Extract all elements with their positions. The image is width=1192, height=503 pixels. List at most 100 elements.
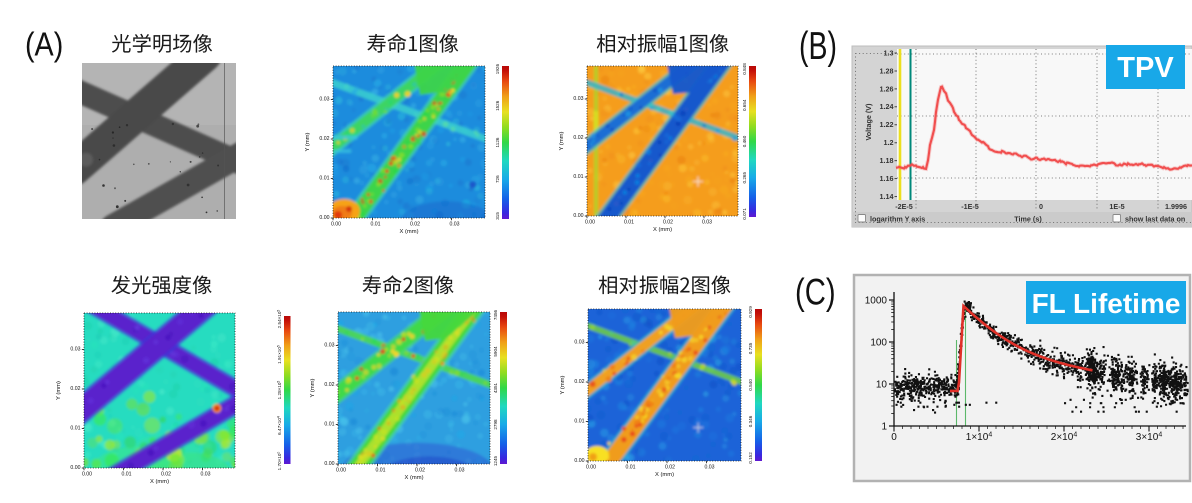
svg-text:(B): (B): [799, 25, 837, 68]
svg-text:0.00: 0.00: [585, 220, 595, 226]
svg-text:0.00: 0.00: [336, 468, 346, 474]
svg-text:100: 100: [870, 338, 887, 349]
svg-text:(A): (A): [25, 26, 63, 63]
svg-text:0.02: 0.02: [665, 465, 675, 471]
svg-text:5904: 5904: [493, 346, 498, 357]
svg-text:0.03: 0.03: [573, 96, 583, 102]
svg-text:1.26: 1.26: [880, 84, 894, 93]
svg-text:0.00: 0.00: [324, 461, 334, 467]
svg-text:1.18: 1.18: [880, 156, 894, 165]
svg-text:0.02: 0.02: [415, 468, 425, 474]
svg-text:0.02: 0.02: [410, 222, 420, 228]
svg-text:Y (mm): Y (mm): [305, 132, 311, 151]
svg-text:6.47×104: 6.47×104: [276, 416, 282, 435]
svg-text:0.01: 0.01: [319, 176, 329, 182]
svg-text:2798: 2798: [493, 419, 498, 430]
svg-text:show last data on: show last data on: [1125, 215, 1185, 224]
svg-text:0.01: 0.01: [70, 426, 80, 432]
svg-text:315: 315: [495, 212, 500, 220]
svg-text:0: 0: [891, 432, 897, 443]
svg-text:1526: 1526: [495, 100, 500, 111]
svg-text:0.265: 0.265: [742, 172, 747, 184]
svg-text:0.03: 0.03: [70, 347, 80, 353]
svg-text:1.28: 1.28: [880, 66, 894, 75]
svg-text:0.03: 0.03: [449, 222, 459, 228]
svg-text:1.70×100: 1.70×100: [276, 452, 282, 471]
svg-text:0.03: 0.03: [324, 343, 334, 349]
svg-text:1926: 1926: [495, 64, 500, 75]
svg-text:1000: 1000: [865, 296, 888, 307]
svg-text:1.16: 1.16: [880, 174, 894, 183]
svg-text:0.03: 0.03: [200, 472, 210, 478]
svg-text:X (mm): X (mm): [150, 479, 169, 485]
svg-text:726: 726: [495, 175, 500, 183]
svg-text:1.2: 1.2: [884, 138, 894, 147]
svg-text:0.03: 0.03: [454, 468, 464, 474]
svg-text:0.03: 0.03: [702, 220, 712, 226]
svg-text:0.01: 0.01: [121, 472, 131, 478]
svg-text:0.02: 0.02: [573, 135, 583, 141]
svg-text:0.02: 0.02: [324, 382, 334, 388]
svg-text:1.24: 1.24: [880, 102, 894, 111]
svg-text:Y (mm): Y (mm): [310, 378, 316, 397]
svg-text:Y (mm): Y (mm): [56, 381, 62, 400]
svg-text:0.00: 0.00: [70, 465, 80, 471]
svg-text:0.03: 0.03: [319, 97, 329, 103]
svg-text:10: 10: [876, 380, 888, 391]
svg-text:2.54×105: 2.54×105: [276, 310, 282, 329]
svg-text:0.03: 0.03: [704, 465, 714, 471]
svg-text:1.3: 1.3: [884, 48, 894, 57]
svg-text:1126: 1126: [495, 137, 500, 147]
svg-text:1: 1: [881, 422, 887, 433]
svg-text:0.152: 0.152: [748, 452, 753, 464]
svg-text:0: 0: [1039, 202, 1043, 211]
svg-text:0.03: 0.03: [574, 340, 584, 346]
svg-text:0.00: 0.00: [319, 215, 329, 221]
svg-text:X (mm): X (mm): [405, 475, 424, 481]
svg-text:0.460: 0.460: [742, 135, 747, 147]
svg-text:0.00: 0.00: [331, 222, 341, 228]
svg-text:0.00: 0.00: [82, 472, 92, 478]
svg-text:X (mm): X (mm): [653, 227, 672, 233]
svg-text:1.14: 1.14: [880, 192, 894, 201]
svg-text:7456: 7456: [493, 309, 498, 320]
svg-text:0.02: 0.02: [574, 379, 584, 385]
svg-text:Time (s): Time (s): [1014, 215, 1042, 224]
svg-text:Y (mm): Y (mm): [560, 375, 566, 394]
svg-text:1×104: 1×104: [966, 432, 993, 444]
svg-text:0.00: 0.00: [586, 465, 596, 471]
svg-text:0.735: 0.735: [748, 342, 753, 354]
svg-text:3×104: 3×104: [1136, 432, 1163, 444]
svg-text:0.01: 0.01: [370, 222, 380, 228]
svg-text:1245: 1245: [493, 455, 498, 466]
svg-text:0.071: 0.071: [742, 208, 747, 220]
svg-text:logarithm Y axis: logarithm Y axis: [870, 215, 925, 224]
svg-text:0.848: 0.848: [742, 63, 747, 75]
svg-text:-2E-5: -2E-5: [895, 202, 913, 211]
svg-text:0.01: 0.01: [573, 174, 583, 180]
svg-text:FL Lifetime: FL Lifetime: [1032, 288, 1181, 319]
svg-text:Voltage (V): Voltage (V): [864, 103, 873, 141]
svg-text:0.929: 0.929: [748, 306, 753, 318]
svg-text:4351: 4351: [493, 382, 498, 393]
svg-text:0.00: 0.00: [574, 458, 584, 464]
svg-text:0.01: 0.01: [324, 422, 334, 428]
svg-text:1.91×105: 1.91×105: [276, 345, 282, 364]
svg-text:0.01: 0.01: [574, 419, 584, 425]
svg-text:0.02: 0.02: [70, 386, 80, 392]
svg-text:0.01: 0.01: [624, 220, 634, 226]
svg-text:1E-5: 1E-5: [1109, 202, 1124, 211]
svg-text:Y (mm): Y (mm): [559, 131, 565, 150]
svg-text:0.00: 0.00: [573, 213, 583, 219]
svg-text:1.22: 1.22: [880, 120, 894, 129]
svg-text:0.02: 0.02: [663, 220, 673, 226]
svg-text:X (mm): X (mm): [655, 472, 674, 478]
svg-text:(C): (C): [795, 272, 836, 313]
svg-text:0.540: 0.540: [748, 379, 753, 391]
svg-text:0.654: 0.654: [742, 99, 747, 111]
svg-text:TPV: TPV: [1117, 52, 1174, 84]
svg-text:2×104: 2×104: [1051, 432, 1078, 444]
svg-text:1.28×105: 1.28×105: [276, 381, 282, 400]
svg-text:0.01: 0.01: [625, 465, 635, 471]
svg-text:-1E-5: -1E-5: [961, 202, 979, 211]
